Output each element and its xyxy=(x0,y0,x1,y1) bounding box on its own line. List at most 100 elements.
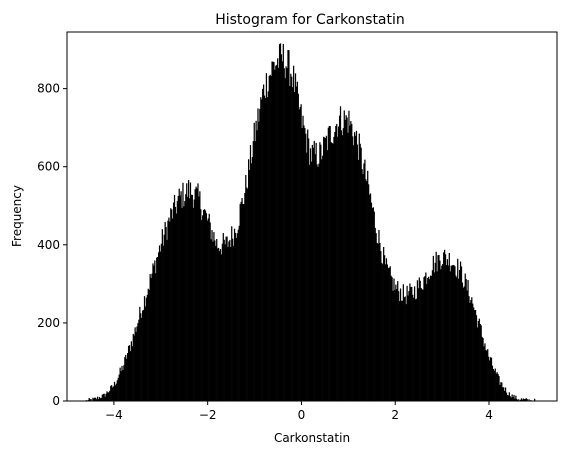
histogram-bar xyxy=(138,319,140,401)
histogram-bar xyxy=(503,387,505,401)
histogram-bar xyxy=(115,383,118,401)
histogram-bar xyxy=(525,398,527,401)
histogram-bar xyxy=(146,294,148,401)
histogram-bar xyxy=(310,161,313,401)
histogram-bar xyxy=(118,374,120,401)
histogram-bar xyxy=(224,244,226,401)
histogram-bar xyxy=(408,291,410,401)
histogram-bar xyxy=(141,318,143,401)
histogram-bar xyxy=(324,137,327,401)
histogram-bar xyxy=(149,274,151,401)
histogram-bar xyxy=(524,399,526,401)
histogram-bar xyxy=(297,93,299,402)
histogram-bar xyxy=(404,296,406,401)
histogram-bar xyxy=(292,87,294,401)
histogram-bar xyxy=(295,86,298,402)
histogram-bar xyxy=(268,75,270,402)
histogram-bar xyxy=(293,65,295,402)
histogram-bar xyxy=(117,377,119,401)
histogram-bar xyxy=(250,163,253,401)
histogram-bar xyxy=(485,349,487,401)
histogram-bar xyxy=(159,251,162,401)
histogram-bar xyxy=(102,393,104,401)
histogram-bar xyxy=(389,266,391,401)
histogram-bar xyxy=(329,126,331,402)
histogram-bar xyxy=(470,300,472,401)
histogram-bar xyxy=(187,180,190,401)
histogram-bar xyxy=(444,254,447,401)
histogram-bar xyxy=(280,54,283,402)
histogram-bar xyxy=(457,258,459,401)
histogram-bar xyxy=(274,69,276,402)
histogram-bar xyxy=(387,268,389,401)
histogram-bar xyxy=(240,201,242,401)
histogram-bar xyxy=(305,133,307,402)
histogram-bar xyxy=(218,251,221,401)
histogram-bar xyxy=(231,226,233,401)
histogram-bar xyxy=(339,106,342,401)
histogram-bar xyxy=(211,230,213,401)
histogram-bar xyxy=(464,273,466,401)
histogram-bar xyxy=(494,368,496,401)
chart-title: Histogram for Carkonstatin xyxy=(215,12,405,28)
histogram-bar xyxy=(193,199,195,401)
x-axis-ticks: −4 −2 0 2 4 xyxy=(105,401,493,422)
histogram-bar xyxy=(112,387,114,401)
histogram-bar xyxy=(488,356,490,401)
histogram-bar xyxy=(95,397,97,401)
histogram-bar xyxy=(194,189,196,401)
histogram-bar xyxy=(127,353,129,401)
histogram-bar xyxy=(386,264,389,401)
histogram-bar xyxy=(157,256,159,401)
histogram-bar xyxy=(441,265,443,401)
histogram-bar xyxy=(241,198,243,401)
histogram-bar xyxy=(106,391,108,401)
histogram-bar xyxy=(412,294,414,401)
histogram-bar xyxy=(266,97,268,401)
histogram-bar xyxy=(328,125,330,401)
histogram-bar xyxy=(368,184,370,401)
histogram-bar xyxy=(364,159,366,401)
y-axis-label: Frequency xyxy=(10,185,24,247)
histogram-bar xyxy=(99,398,102,401)
histogram-bar xyxy=(341,135,344,401)
histogram-bar xyxy=(175,213,178,401)
histogram-bar xyxy=(299,107,301,401)
histogram-bar xyxy=(467,279,469,401)
histogram-bar xyxy=(239,204,241,401)
histogram-bar xyxy=(340,130,343,402)
histogram-bar xyxy=(405,304,407,401)
histogram-bar xyxy=(521,399,524,401)
histogram-bar xyxy=(513,394,515,401)
histogram-bar xyxy=(120,371,122,401)
histogram-bar xyxy=(362,174,364,401)
histogram-bar xyxy=(196,188,198,401)
histogram-bar xyxy=(459,269,461,401)
histogram-bar xyxy=(169,221,171,401)
histogram-bar xyxy=(426,283,428,401)
histogram-bar xyxy=(112,386,115,401)
histogram-bar xyxy=(113,381,116,401)
histogram-bar xyxy=(190,194,193,401)
histogram-bar xyxy=(302,115,304,401)
histogram-bar xyxy=(516,398,518,401)
histogram-bar xyxy=(128,345,131,401)
y-tick-label: 600 xyxy=(37,160,60,174)
histogram-bar xyxy=(293,92,296,401)
histogram-bar xyxy=(401,300,404,401)
y-tick-label: 200 xyxy=(37,316,60,330)
histogram-bar xyxy=(172,202,175,401)
histogram-bar xyxy=(428,279,431,401)
histogram-bar xyxy=(315,142,317,402)
histogram-bar xyxy=(523,399,525,401)
histogram-bar xyxy=(216,239,218,401)
histogram-bar xyxy=(474,309,477,401)
histogram-bar xyxy=(452,264,454,401)
histogram-bar xyxy=(88,397,90,401)
histogram-bar xyxy=(311,144,314,401)
histogram-bar xyxy=(435,251,437,401)
histogram-bar xyxy=(90,399,92,401)
histogram-bar xyxy=(505,392,508,401)
histogram-bar xyxy=(139,306,141,401)
histogram-bar xyxy=(181,207,183,401)
